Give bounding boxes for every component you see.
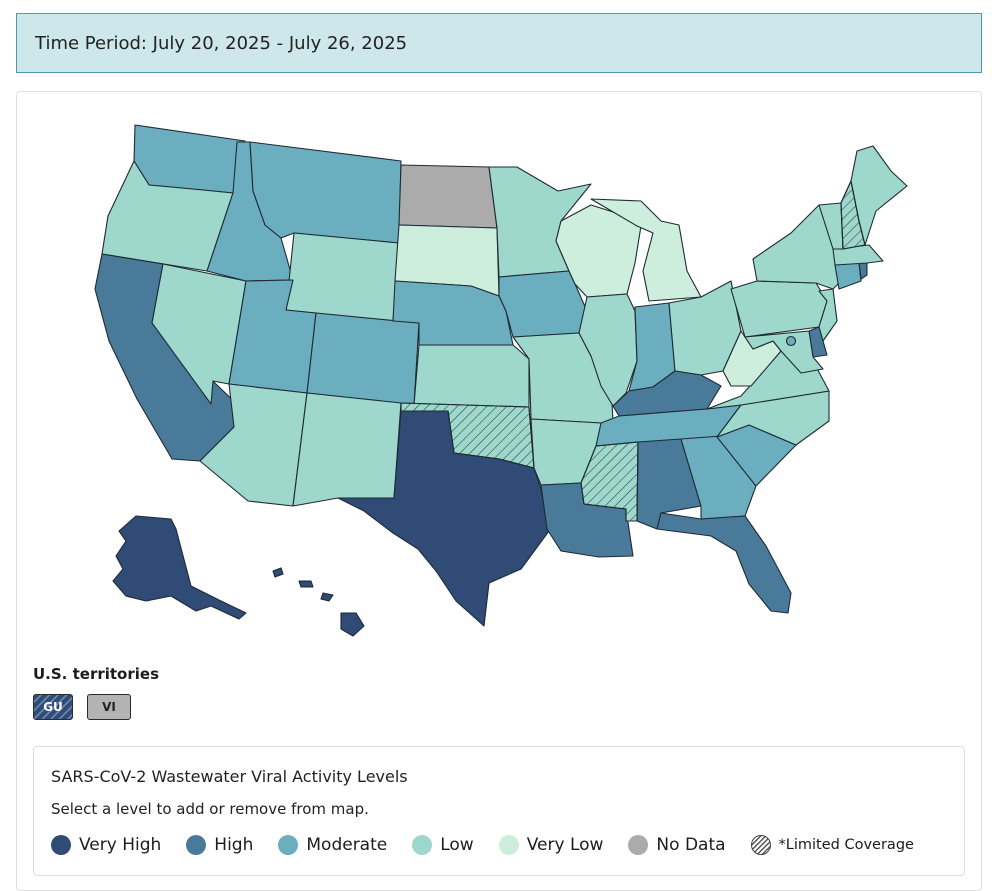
legend-item-very-low[interactable]: Very Low: [498, 835, 604, 855]
low-dot-icon: [412, 835, 433, 855]
state-pa[interactable]: [730, 280, 828, 338]
time-period-label: Time Period: July 20, 2025 - July 26, 20…: [35, 32, 408, 54]
hawaii-islet-3: [320, 592, 334, 602]
legend-item-limited-coverage[interactable]: *Limited Coverage: [750, 835, 914, 855]
very-high-dot-icon: [51, 835, 71, 855]
territory-gu-button[interactable]: GU: [33, 694, 73, 720]
map-card: U.S. territories GU VI SARS-CoV-2 Wastew…: [16, 91, 982, 891]
territory-gu-label: GU: [43, 700, 63, 714]
legend-label: No Data: [656, 835, 726, 855]
legend-label: Low: [440, 835, 474, 855]
hawaii-islet-2: [298, 580, 314, 588]
state-hi[interactable]: [340, 612, 365, 637]
state-dc[interactable]: [785, 335, 797, 347]
legend-items: Very High High Moderate Low Very Low No …: [51, 835, 939, 855]
no-data-dot-icon: [628, 835, 649, 855]
hatch-pattern-icon: [750, 835, 771, 855]
legend-card: SARS-CoV-2 Wastewater Viral Activity Lev…: [33, 746, 965, 876]
legend-item-very-high[interactable]: Very High: [51, 835, 161, 855]
legend-title: SARS-CoV-2 Wastewater Viral Activity Lev…: [51, 767, 408, 786]
legend-item-high[interactable]: High: [186, 835, 253, 855]
state-wa[interactable]: [133, 124, 246, 194]
state-ak[interactable]: [112, 515, 247, 620]
state-nm[interactable]: [292, 392, 402, 507]
state-ks[interactable]: [413, 344, 530, 408]
state-fl[interactable]: [656, 512, 792, 614]
limited-coverage-hatch-ok: [400, 402, 535, 469]
high-dot-icon: [186, 835, 207, 855]
very-low-dot-icon: [498, 835, 519, 855]
time-period-banner: Time Period: July 20, 2025 - July 26, 20…: [16, 13, 982, 73]
territories-title: U.S. territories: [33, 665, 159, 683]
limited-coverage-hatch-ms: [580, 441, 639, 522]
territory-vi-button[interactable]: VI: [87, 694, 131, 720]
state-co[interactable]: [306, 312, 420, 406]
legend-hint: Select a level to add or remove from map…: [51, 800, 369, 818]
legend-item-low[interactable]: Low: [412, 835, 474, 855]
state-mt[interactable]: [249, 141, 402, 244]
hawaii-islet-1: [272, 567, 284, 578]
moderate-dot-icon: [278, 835, 299, 855]
territory-vi-label: VI: [102, 700, 116, 714]
us-map[interactable]: [17, 92, 983, 652]
legend-item-no-data[interactable]: No Data: [628, 835, 726, 855]
legend-item-moderate[interactable]: Moderate: [278, 835, 387, 855]
state-wy[interactable]: [285, 232, 400, 322]
legend-label: High: [214, 835, 254, 855]
state-nd[interactable]: [398, 164, 498, 229]
legend-label: Very High: [79, 835, 162, 855]
legend-label: *Limited Coverage: [778, 837, 914, 853]
state-ri[interactable]: [858, 262, 868, 280]
limited-coverage-hatch-nh: [840, 180, 866, 250]
legend-label: Very Low: [526, 835, 604, 855]
state-ct[interactable]: [834, 262, 862, 290]
legend-label: Moderate: [306, 835, 388, 855]
state-md[interactable]: [744, 330, 824, 374]
